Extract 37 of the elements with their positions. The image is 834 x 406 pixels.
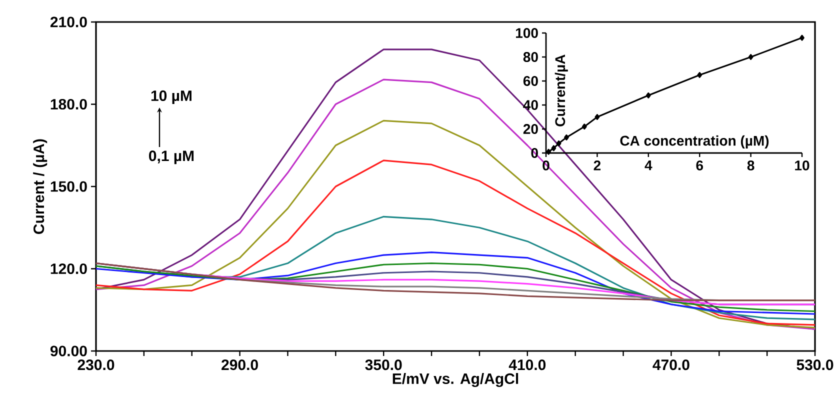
x-tick-label: 290.0 [222, 360, 258, 370]
point [748, 54, 754, 60]
y-tick-label: 20 [523, 124, 538, 134]
point [582, 124, 587, 130]
point [556, 140, 562, 146]
point [551, 145, 556, 152]
point [594, 114, 600, 120]
y-tick-label: 150.0 [50, 181, 87, 192]
y-tick-label: 40 [523, 100, 538, 110]
x-tick-label: 410.0 [508, 360, 546, 370]
y-tick-label: 120.0 [50, 263, 87, 274]
point [800, 34, 804, 41]
x-tick-label: 230.0 [78, 360, 114, 370]
x-tick-label: 2 [594, 160, 601, 170]
x-tick-label: 470.0 [652, 360, 690, 370]
y-tick-label: 60 [523, 76, 538, 86]
x-axis-title: E/mV vs. Ag/AgCl [392, 372, 518, 388]
x-tick-label: 8 [747, 160, 754, 170]
annotation: 10 µM [151, 90, 192, 104]
x-axis-title: CA concentration (µM) [620, 135, 769, 148]
x-tick-label: 10 [795, 160, 810, 170]
annotation: 0,1 µM [149, 150, 194, 164]
y-tick-label: 90.00 [50, 346, 87, 356]
x-tick-label: 4 [644, 160, 652, 170]
x-tick-label: 350.0 [365, 360, 402, 370]
point [697, 72, 702, 78]
y-tick-label: 80 [523, 52, 538, 62]
point [564, 134, 569, 140]
y-axis-title: Current/µA [554, 54, 568, 126]
x-tick-label: 6 [696, 160, 703, 170]
y-tick-label: 100 [516, 28, 538, 38]
y-tick-label: 210.0 [50, 16, 87, 28]
y-axis-title: Current / (µA) [33, 139, 48, 234]
x-tick-label: 530.0 [796, 360, 834, 370]
point [546, 148, 552, 155]
y-tick-label: 180.0 [50, 98, 87, 110]
point [646, 92, 651, 98]
